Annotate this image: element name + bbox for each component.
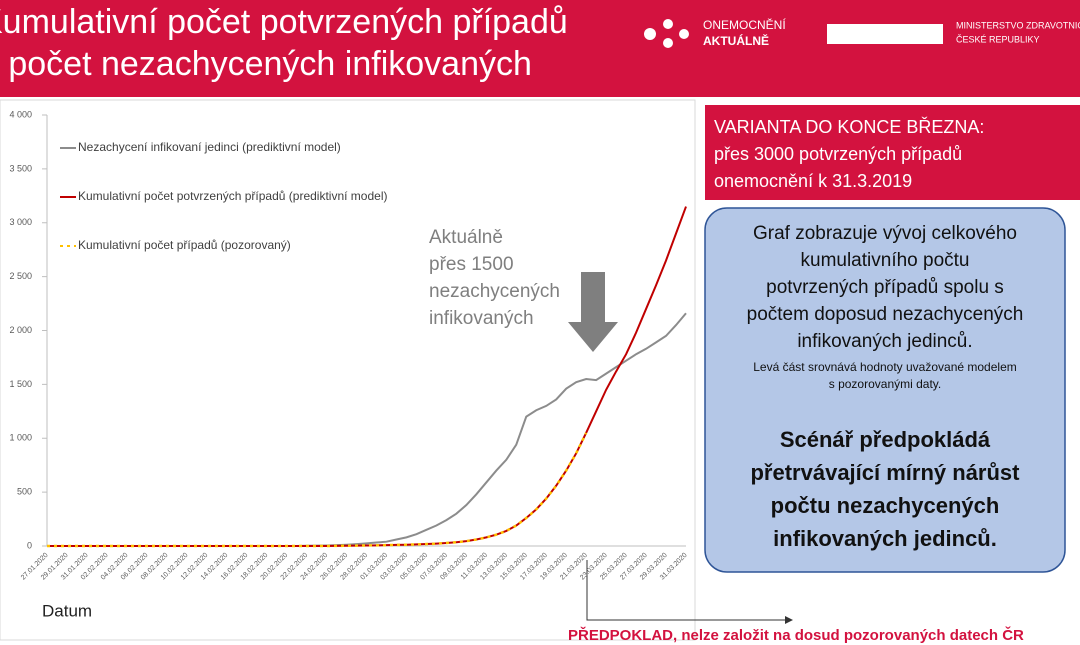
info-emphasis: infikovaných jedinců. [773,526,997,551]
info-text: infikovaných jedinců. [797,331,972,352]
annotation: Aktuálně [429,227,503,248]
title-line: Kumulativní počet potvrzených případů [0,3,568,41]
arrow [568,272,618,352]
variant-text: přes 3000 potvrzených případů [714,144,962,164]
chart-panel [0,99,696,641]
legend-label: Nezachycení infikovaní jedinci (predikti… [78,140,341,154]
y-tick-label: 0 [27,540,32,550]
y-tick-label: 500 [17,487,32,497]
info-emphasis: Scénář předpokládá [780,427,991,452]
x-axis-label: Datum [42,601,92,620]
y-tick-label: 1 000 [9,433,32,443]
footer: PŘEDPOKLAD, nelze založit na dosud pozor… [568,626,1024,644]
y-tick-label: 3 000 [9,217,32,227]
logo-dot [663,19,673,29]
annotation: přes 1500 [429,254,514,275]
series-line [47,432,588,548]
header-band [0,0,1080,97]
footer-arrowhead [785,616,793,624]
info-text: kumulativního počtu [801,250,970,271]
y-tick-label: 2 500 [9,271,32,281]
variant-text: onemocnění k 31.3.2019 [714,171,912,191]
logo-text: ONEMOCNĚNÍ [703,17,786,32]
info-text: Graf zobrazuje vývoj celkového [753,223,1017,244]
info-emphasis: počtu nezachycených [771,493,1000,518]
info-text: potvrzených případů spolu s [766,277,1004,298]
ministry-text: ČESKÉ REPUBLIKY [956,34,1040,44]
logo-text: AKTUÁLNĚ [703,33,769,48]
annotation: infikovaných [429,308,534,329]
info-box [704,207,1066,573]
y-tick-label: 1 500 [9,379,32,389]
ministry-logo [827,24,943,44]
footer-arrow [586,560,785,621]
title-line: a počet nezachycených infikovaných [0,45,532,83]
logo-dot [679,29,689,39]
legend-label: Kumulativní počet případů (pozorovaný) [78,238,291,252]
logo-dot [663,38,673,48]
y-tick-label: 4 000 [9,109,32,119]
info-text: počtem doposud nezachycených [747,304,1024,325]
legend-label: Kumulativní počet potvrzených případů (p… [78,189,388,203]
ministry-text: MINISTERSTVO ZDRAVOTNICTVÍ [956,20,1080,30]
variant-text: VARIANTA DO KONCE BŘEZNA: [714,117,984,137]
variant-box [705,105,1080,200]
annotation: nezachycených [429,281,560,302]
info-note: Levá část srovnává hodnoty uvažované mod… [753,360,1017,374]
info-note: s pozorovanými daty. [829,377,942,391]
y-tick-label: 3 500 [9,163,32,173]
info-emphasis: přetrvávající mírný nárůst [750,460,1020,485]
logo-dot [644,28,656,40]
y-tick-label: 2 000 [9,325,32,335]
